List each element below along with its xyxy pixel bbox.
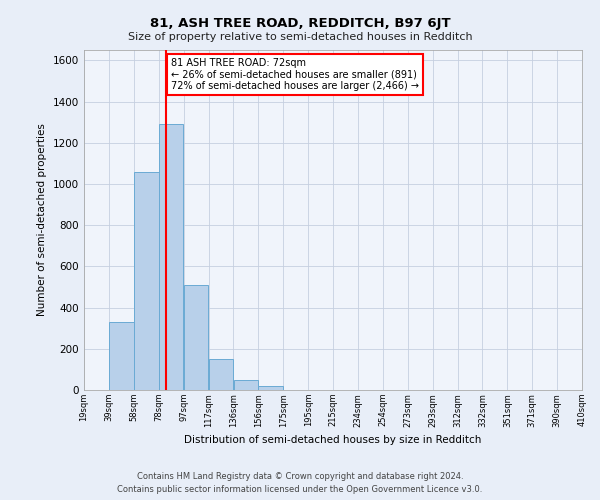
Bar (159, 124, 184, 390)
Bar (134, 172, 158, 390)
X-axis label: Distribution of semi-detached houses by size in Redditch: Distribution of semi-detached houses by … (184, 435, 482, 445)
Bar (209, 359, 233, 390)
Bar (184, 285, 208, 390)
Text: Size of property relative to semi-detached houses in Redditch: Size of property relative to semi-detach… (128, 32, 472, 42)
Text: Contains HM Land Registry data © Crown copyright and database right 2024.
Contai: Contains HM Land Registry data © Crown c… (118, 472, 482, 494)
Bar (233, 380, 258, 390)
Text: 81 ASH TREE ROAD: 72sqm
← 26% of semi-detached houses are smaller (891)
72% of s: 81 ASH TREE ROAD: 72sqm ← 26% of semi-de… (171, 58, 419, 92)
Text: 81, ASH TREE ROAD, REDDITCH, B97 6JT: 81, ASH TREE ROAD, REDDITCH, B97 6JT (149, 18, 451, 30)
Y-axis label: Number of semi-detached properties: Number of semi-detached properties (37, 124, 47, 316)
Bar (109, 322, 134, 390)
Bar (259, 386, 283, 390)
